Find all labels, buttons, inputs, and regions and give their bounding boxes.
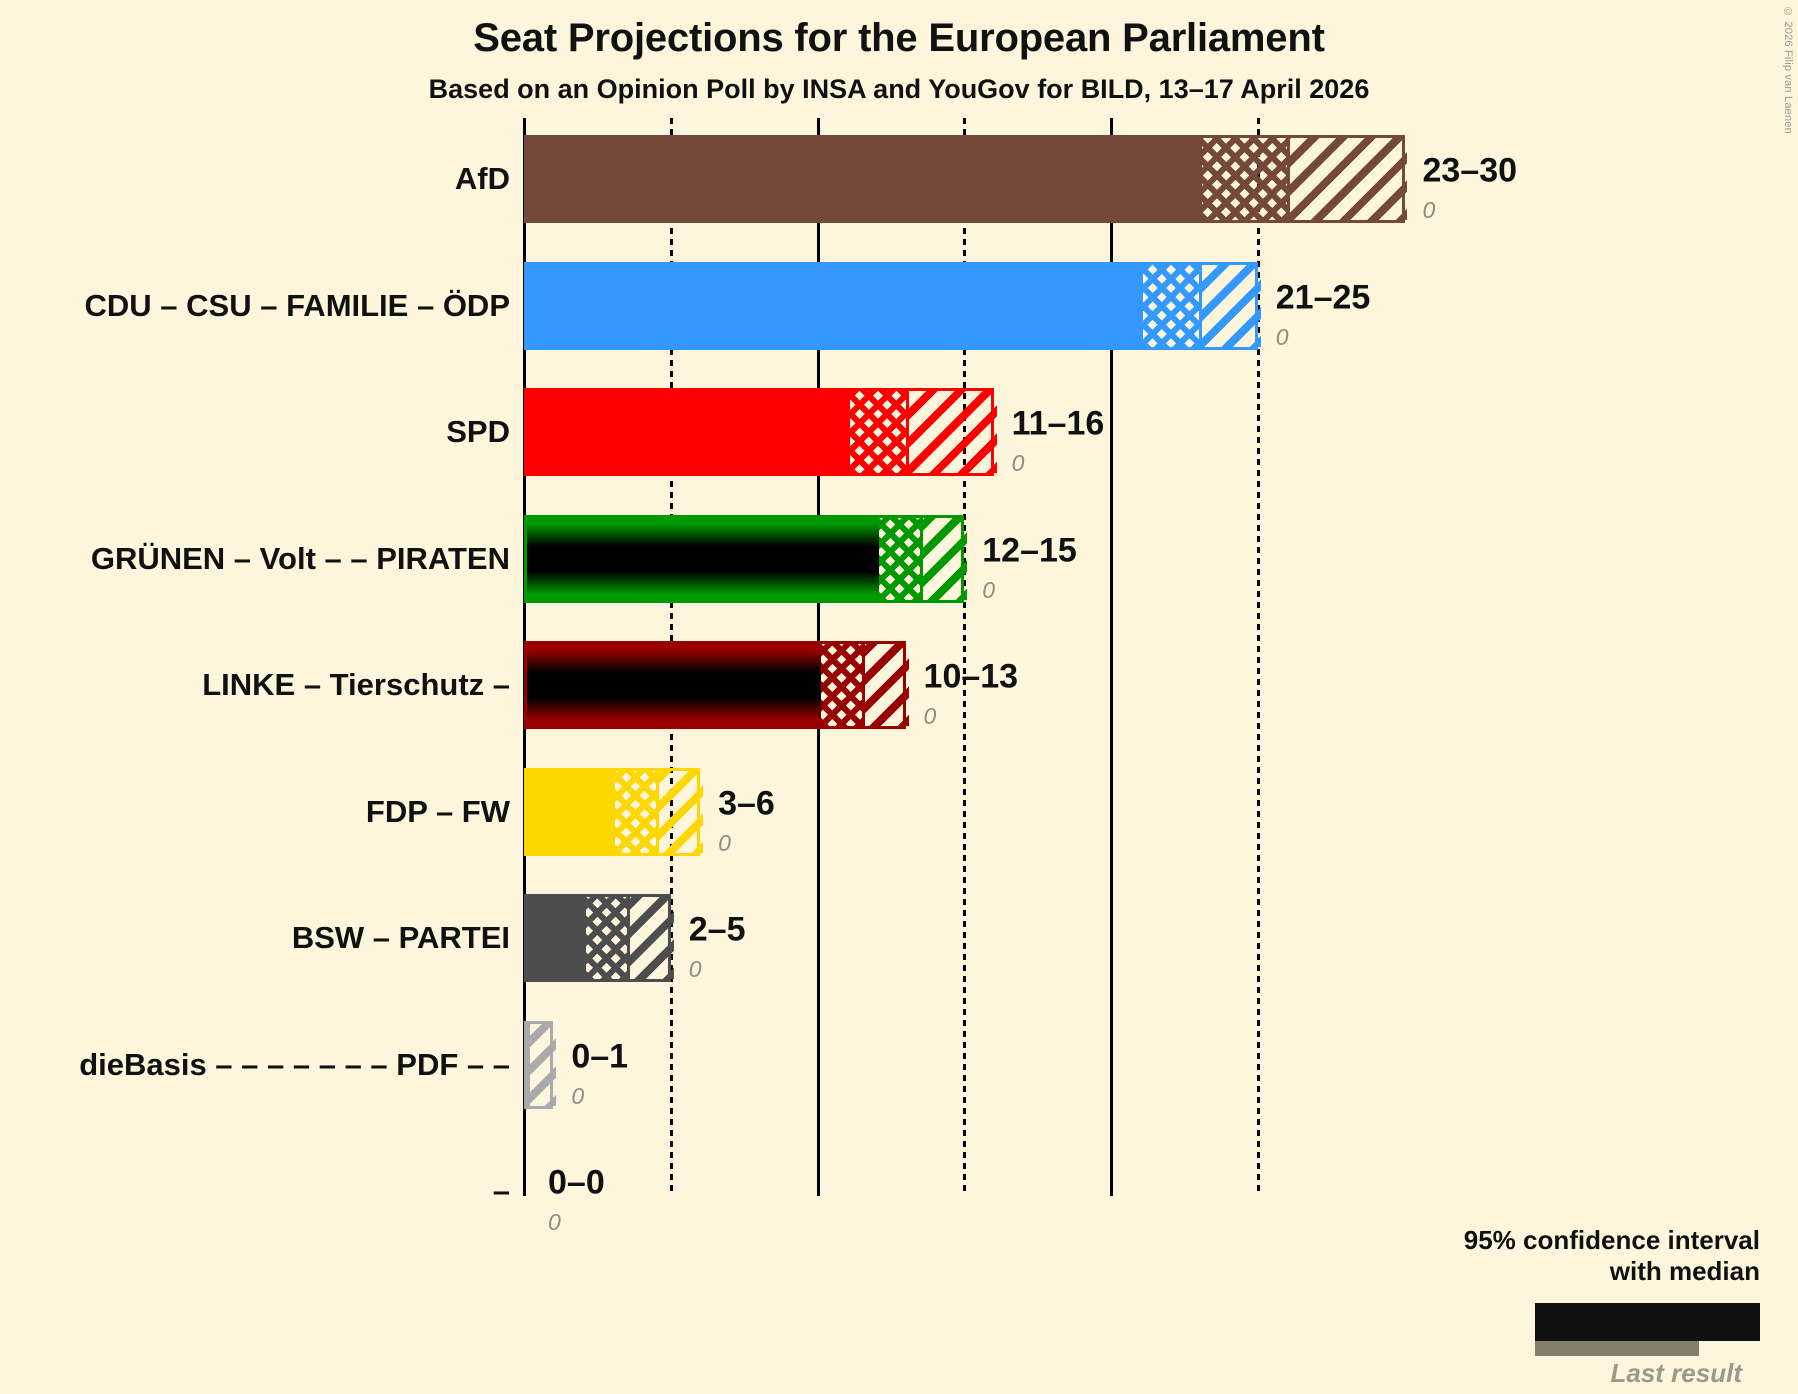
bar-group [524, 641, 909, 730]
bar-segment-upper-bound [864, 644, 909, 727]
bar-segment-lower-bound [527, 264, 1144, 347]
bar-segment-upper-bound [527, 1023, 557, 1106]
gridline-dotted [1256, 118, 1260, 1196]
legend-interval-bar [1535, 1303, 1760, 1341]
bar-last-result-label: 0 [548, 1209, 561, 1236]
gridline-solid [1110, 118, 1113, 1196]
bar-value-label: 10–13 [923, 657, 1019, 696]
bar-segment-lower-bound [527, 897, 586, 980]
bar-segment-median [1143, 264, 1203, 347]
bar-group [524, 1020, 557, 1109]
bar-segment-median [879, 517, 924, 600]
bar-row-label: – [492, 1173, 510, 1209]
bar-row-label: CDU – CSU – FAMILIE – ÖDP [84, 287, 510, 323]
bar-value-label: 0–0 [548, 1163, 605, 1202]
legend-caption: 95% confidence interval with median [1464, 1225, 1760, 1286]
bar-segment-median [1202, 138, 1291, 221]
bar-value-label: 21–25 [1275, 278, 1371, 317]
bar-segment-lower-bound [527, 391, 850, 474]
bar-segment-upper-bound [659, 770, 704, 853]
bar-row-label: SPD [446, 414, 510, 450]
bar-row-label: BSW – PARTEI [291, 920, 510, 956]
bar-segment-upper-bound [1202, 264, 1261, 347]
bar-segment-upper-bound [1290, 138, 1408, 221]
bar-value-label: 12–15 [982, 531, 1077, 570]
copyright-notice: © 2026 Filip van Laenen [1782, 6, 1794, 134]
bar-segment-median [820, 644, 865, 727]
bar-last-result-label: 0 [1275, 323, 1289, 350]
bar-last-result-label: 0 [688, 956, 702, 983]
bar-row-label: dieBasis – – – – – – – PDF – – [79, 1046, 510, 1082]
bar-segment-upper-bound [629, 897, 674, 980]
bar-segment-upper-bound [908, 391, 997, 474]
bar-segment-lower-bound [527, 770, 616, 853]
bar-segment-median [585, 897, 630, 980]
legend-caption-line1: 95% confidence interval [1463, 1225, 1760, 1255]
bar-last-result-label: 0 [982, 576, 996, 603]
legend-last-result-label: Last result [1610, 1358, 1743, 1388]
bar-group [524, 261, 1261, 350]
bar-value-label: 0–1 [571, 1037, 629, 1076]
bar-segment-median [615, 770, 660, 853]
bar-row-label: LINKE – Tierschutz – [202, 667, 510, 703]
legend-caption-line2: with median [1609, 1255, 1760, 1286]
bar-value-label: 3–6 [718, 784, 775, 823]
bar-segment-median [849, 391, 909, 474]
bar-median-shadow [527, 523, 880, 594]
bar-last-result-label: 0 [718, 829, 731, 856]
chart-subtitle: Based on an Opinion Poll by INSA and You… [428, 74, 1370, 104]
chart-title: Seat Projections for the European Parlia… [473, 16, 1325, 60]
bar-last-result-label: 0 [923, 703, 937, 730]
bar-last-result-label: 0 [571, 1082, 585, 1109]
bar-group [524, 894, 674, 983]
bar-value-label: 2–5 [688, 910, 746, 949]
bar-median-shadow [527, 650, 821, 721]
bar-group [524, 767, 704, 856]
bar-group [524, 135, 1408, 224]
bar-value-label: 11–16 [1011, 404, 1105, 443]
gridline-dotted [963, 118, 967, 1196]
bar-row-label: FDP – FW [365, 793, 510, 829]
bar-segment-lower-bound [527, 138, 1203, 221]
legend-last-result-bar [1535, 1341, 1699, 1356]
bar-row-label: AfD [454, 161, 510, 197]
bar-group [524, 388, 997, 477]
bar-value-label: 23–30 [1422, 151, 1518, 190]
bar-last-result-label: 0 [1422, 197, 1436, 224]
bar-group [524, 514, 968, 603]
bar-last-result-label: 0 [1011, 450, 1025, 477]
bar-segment-upper-bound [923, 517, 968, 600]
bar-row-label: GRÜNEN – Volt – – PIRATEN [90, 540, 510, 576]
